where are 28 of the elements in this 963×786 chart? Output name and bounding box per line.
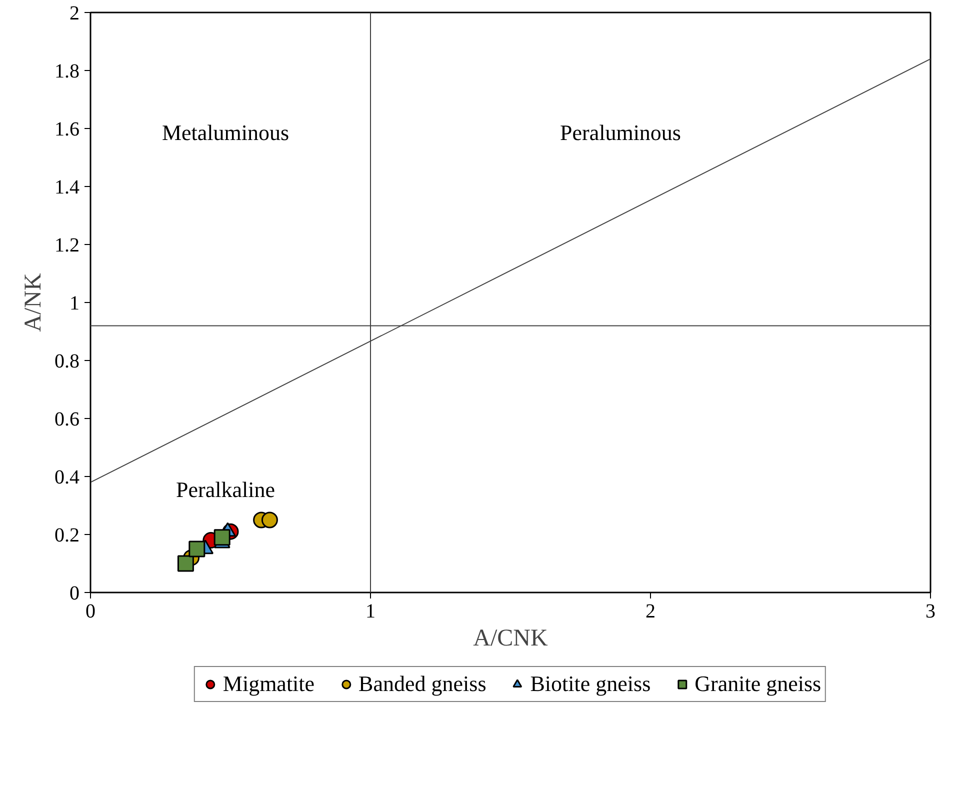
- annotation: Peraluminous: [560, 120, 682, 145]
- y-tick-label: 0.4: [54, 466, 80, 488]
- annotation: Peralkaline: [176, 477, 275, 502]
- y-tick-label: 1.8: [54, 60, 80, 82]
- y-tick-label: 0.2: [54, 524, 80, 546]
- legend-label: Banded gneiss: [358, 671, 486, 697]
- x-tick-label: 2: [646, 600, 656, 622]
- y-tick-label: 2: [70, 2, 80, 24]
- annotation: Metaluminous: [162, 120, 290, 145]
- x-axis-title: A/CNK: [473, 626, 549, 652]
- y-tick-label: 1.2: [54, 234, 80, 256]
- legend-label: Migmatite: [222, 671, 315, 697]
- x-tick-label: 3: [926, 600, 936, 622]
- legend-label: Granite gneiss: [694, 671, 822, 697]
- point: [188, 540, 206, 558]
- point: [177, 555, 194, 572]
- y-tick-label: 1.6: [54, 118, 80, 140]
- y-tick-label: 0.8: [54, 350, 80, 372]
- point: [261, 512, 278, 528]
- y-tick-label: 0.6: [54, 408, 80, 430]
- point: [214, 529, 230, 546]
- y-tick-label: 1: [70, 292, 80, 314]
- y-axis-title: A/NK: [20, 272, 46, 332]
- x-tick-label: 1: [366, 600, 376, 622]
- legend-label: Biotite gneiss: [530, 671, 651, 697]
- y-tick-label: 0: [70, 582, 80, 604]
- x-tick-label: 0: [86, 600, 96, 622]
- y-tick-label: 1.4: [54, 176, 80, 198]
